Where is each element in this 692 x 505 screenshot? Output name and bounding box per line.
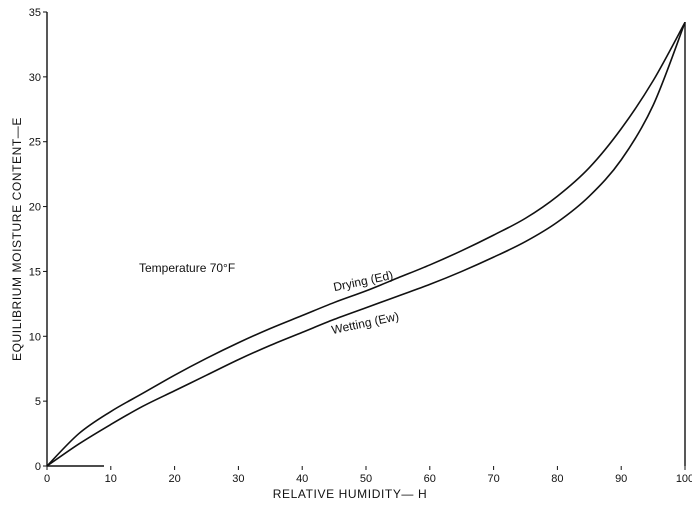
x-tick-label: 20 bbox=[168, 473, 180, 485]
series-label-wetting: Wetting (Ew) bbox=[330, 309, 400, 337]
x-axis-title: RELATIVE HUMIDITY— H bbox=[273, 487, 427, 501]
y-tick-label: 0 bbox=[35, 461, 41, 473]
y-axis-title: EQUILIBRIUM MOISTURE CONTENT—E bbox=[10, 117, 24, 361]
drying-curve bbox=[46, 21, 686, 467]
x-tick-label: 80 bbox=[551, 473, 563, 485]
series-label-drying: Drying (Ed) bbox=[332, 268, 394, 294]
y-tick-label: 25 bbox=[29, 137, 41, 149]
x-tick-label: 40 bbox=[296, 473, 308, 485]
x-tick-label: 60 bbox=[424, 473, 436, 485]
x-tick-label: 50 bbox=[360, 473, 372, 485]
ticks bbox=[43, 11, 686, 470]
tick-labels: 0 10 20 30 40 50 60 70 80 90 100 0 5 10 15 20 25 30 35 bbox=[29, 7, 692, 485]
x-tick-label: 0 bbox=[44, 473, 50, 485]
y-tick-label: 15 bbox=[29, 266, 41, 278]
temperature-annotation: Temperature 70°F bbox=[139, 261, 235, 275]
y-tick-label: 5 bbox=[35, 396, 41, 408]
x-tick-label: 90 bbox=[615, 473, 627, 485]
x-tick-label: 30 bbox=[232, 473, 244, 485]
y-tick-label: 10 bbox=[29, 331, 41, 343]
wetting-curve bbox=[46, 22, 686, 467]
y-tick-label: 35 bbox=[29, 7, 41, 19]
x-tick-label: 10 bbox=[105, 473, 117, 485]
x-tick-label: 100 bbox=[676, 473, 692, 485]
x-tick-label: 70 bbox=[487, 473, 499, 485]
curves bbox=[46, 21, 686, 467]
axes bbox=[46, 12, 686, 467]
y-tick-label: 20 bbox=[29, 202, 41, 214]
y-tick-label: 30 bbox=[29, 72, 41, 84]
